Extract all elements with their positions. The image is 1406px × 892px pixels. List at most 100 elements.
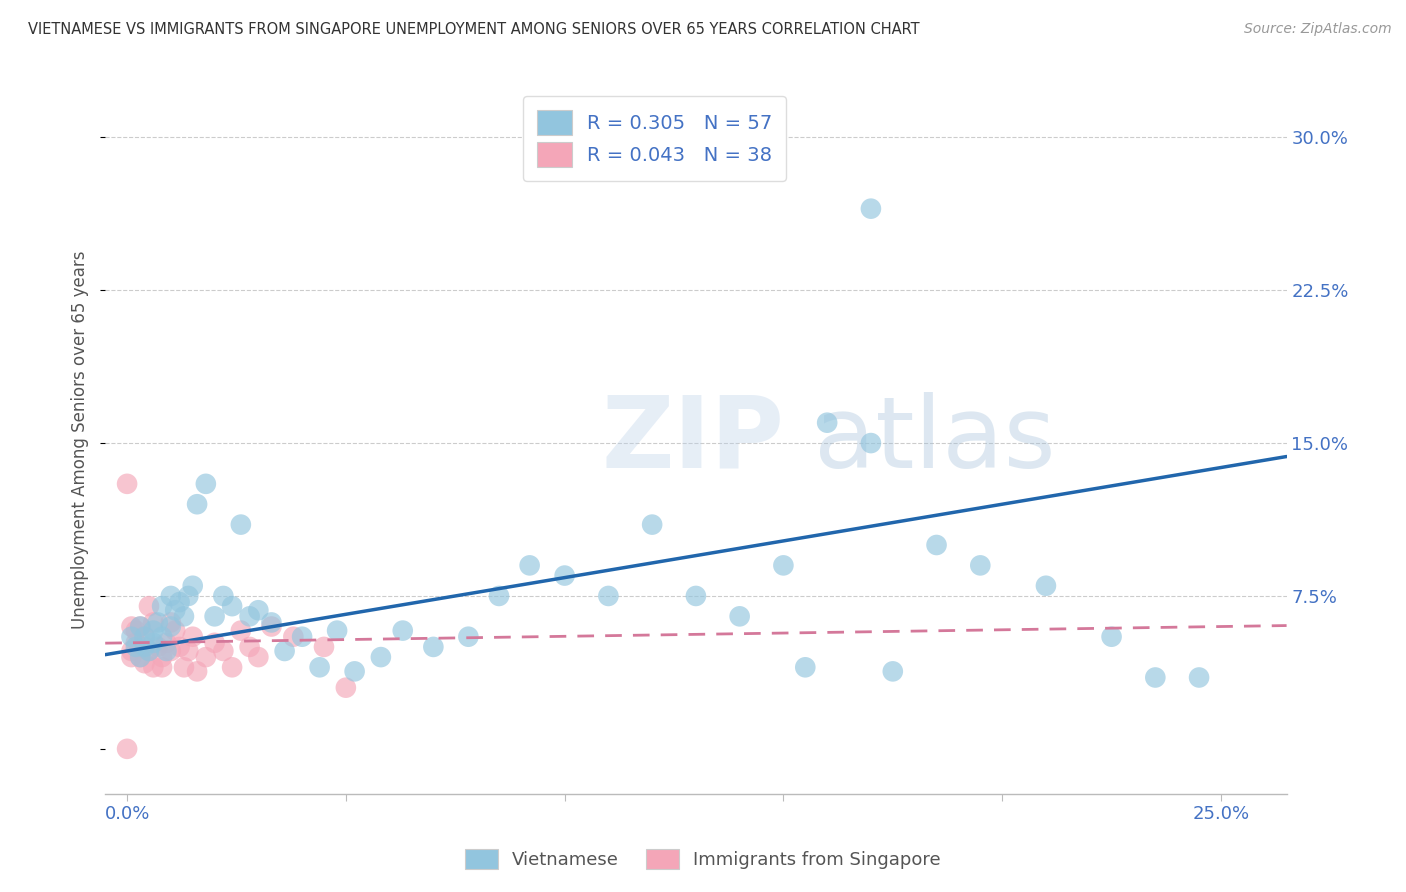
Point — [115, 741, 138, 756]
Point — [815, 416, 838, 430]
Point — [260, 619, 283, 633]
Point — [134, 630, 156, 644]
Point — [1144, 671, 1167, 685]
Point — [212, 644, 235, 658]
Point — [160, 615, 183, 630]
Point — [121, 650, 143, 665]
Point — [142, 615, 165, 630]
Point — [121, 619, 143, 633]
Point — [150, 660, 173, 674]
Point — [125, 636, 148, 650]
Point — [221, 599, 243, 614]
Point — [283, 630, 305, 644]
Point — [422, 640, 444, 654]
Point — [204, 636, 226, 650]
Point — [204, 609, 226, 624]
Point — [343, 665, 366, 679]
Point — [969, 558, 991, 573]
Point — [239, 609, 262, 624]
Point — [519, 558, 541, 573]
Point — [728, 609, 751, 624]
Text: ZIP: ZIP — [602, 392, 785, 489]
Point — [457, 630, 479, 644]
Point — [129, 619, 152, 633]
Point — [150, 650, 173, 665]
Text: VIETNAMESE VS IMMIGRANTS FROM SINGAPORE UNEMPLOYMENT AMONG SENIORS OVER 65 YEARS: VIETNAMESE VS IMMIGRANTS FROM SINGAPORE … — [28, 22, 920, 37]
Point — [260, 615, 283, 630]
Point — [165, 624, 187, 638]
Point — [134, 657, 156, 671]
Point — [1035, 579, 1057, 593]
Point — [391, 624, 413, 638]
Point — [925, 538, 948, 552]
Text: Source: ZipAtlas.com: Source: ZipAtlas.com — [1244, 22, 1392, 37]
Point — [138, 644, 160, 658]
Point — [177, 589, 200, 603]
Point — [160, 644, 183, 658]
Point — [150, 599, 173, 614]
Point — [239, 640, 262, 654]
Point — [165, 603, 187, 617]
Point — [169, 595, 191, 609]
Point — [160, 619, 183, 633]
Point — [1101, 630, 1123, 644]
Point — [129, 650, 152, 665]
Point — [229, 624, 252, 638]
Point — [247, 650, 270, 665]
Point — [125, 640, 148, 654]
Point — [142, 636, 165, 650]
Point — [772, 558, 794, 573]
Point — [125, 624, 148, 638]
Legend: Vietnamese, Immigrants from Singapore: Vietnamese, Immigrants from Singapore — [456, 839, 950, 879]
Point — [173, 609, 195, 624]
Point — [160, 589, 183, 603]
Point — [134, 630, 156, 644]
Point — [794, 660, 817, 674]
Point — [212, 589, 235, 603]
Point — [335, 681, 357, 695]
Point — [186, 665, 208, 679]
Point — [121, 644, 143, 658]
Legend: R = 0.305   N = 57, R = 0.043   N = 38: R = 0.305 N = 57, R = 0.043 N = 38 — [523, 96, 786, 181]
Point — [121, 630, 143, 644]
Point — [186, 497, 208, 511]
Point — [229, 517, 252, 532]
Point — [142, 624, 165, 638]
Point — [685, 589, 707, 603]
Point — [598, 589, 620, 603]
Point — [169, 640, 191, 654]
Point — [146, 615, 169, 630]
Point — [134, 640, 156, 654]
Point — [273, 644, 295, 658]
Point — [247, 603, 270, 617]
Point — [291, 630, 314, 644]
Point — [312, 640, 335, 654]
Point — [155, 644, 177, 658]
Point — [177, 644, 200, 658]
Point — [173, 660, 195, 674]
Point — [194, 476, 217, 491]
Point — [308, 660, 330, 674]
Point — [155, 636, 177, 650]
Point — [138, 599, 160, 614]
Point — [194, 650, 217, 665]
Point — [1188, 671, 1211, 685]
Point — [138, 644, 160, 658]
Text: atlas: atlas — [814, 392, 1056, 489]
Y-axis label: Unemployment Among Seniors over 65 years: Unemployment Among Seniors over 65 years — [72, 251, 89, 629]
Point — [146, 640, 169, 654]
Point — [326, 624, 349, 638]
Point — [641, 517, 664, 532]
Point — [129, 650, 152, 665]
Point — [181, 579, 204, 593]
Point — [142, 660, 165, 674]
Point — [488, 589, 510, 603]
Point — [859, 202, 882, 216]
Point — [150, 630, 173, 644]
Point — [115, 476, 138, 491]
Point — [181, 630, 204, 644]
Point — [882, 665, 904, 679]
Point — [370, 650, 392, 665]
Point — [221, 660, 243, 674]
Point — [554, 568, 576, 582]
